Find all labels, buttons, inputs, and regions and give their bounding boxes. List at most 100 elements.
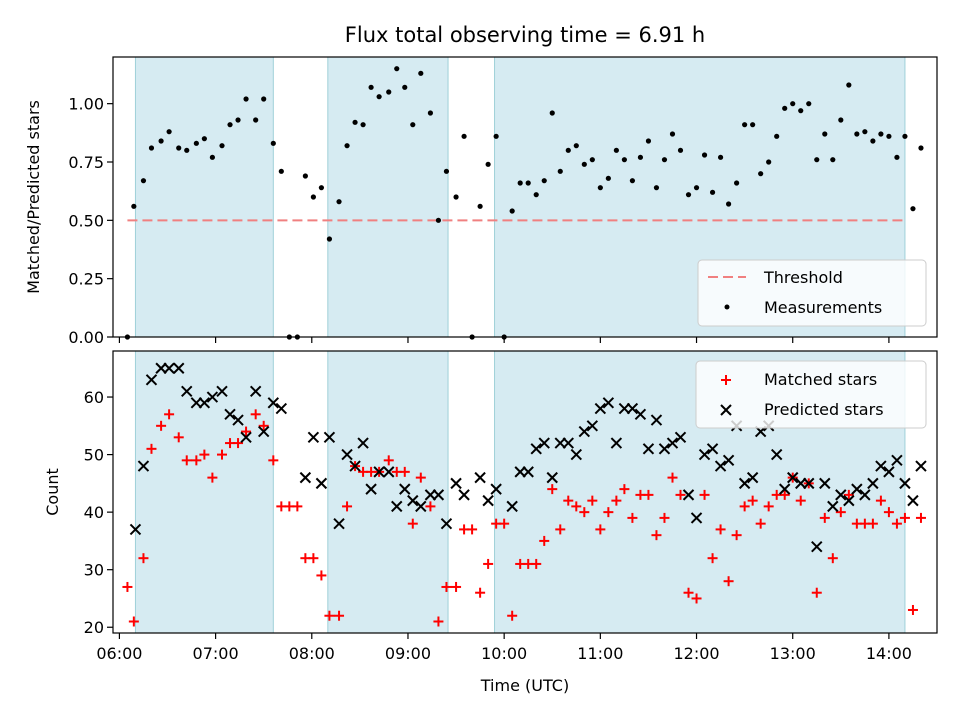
measurement-point: [509, 208, 515, 214]
measurement-point: [838, 117, 844, 123]
top-legend-box: [697, 259, 927, 327]
matched-star-point: [739, 501, 750, 512]
matched-star-point: [292, 501, 303, 512]
shaded-interval: [134, 56, 274, 338]
measurement-point: [485, 161, 491, 167]
top-panel-frame: [112, 56, 938, 338]
matched-star-point: [731, 530, 742, 541]
matched-star-point: [659, 512, 670, 523]
measurement-point: [326, 236, 333, 242]
measurement-point: [621, 157, 627, 163]
predicted-star-point: [315, 477, 328, 490]
top-legend: Threshold Measurements: [697, 259, 927, 327]
measurement-point: [427, 110, 434, 116]
predicted-star-point: [803, 477, 815, 490]
measurement-point: [766, 159, 772, 165]
measurement-point: [846, 82, 852, 88]
measurement-point: [814, 157, 820, 163]
measurement-point: [386, 89, 392, 95]
predicted-star-point: [770, 448, 783, 461]
matched-star-point: [128, 616, 139, 627]
top-y-axis-label: Matched/Predicted stars: [24, 100, 43, 294]
measurement-point: [302, 173, 308, 179]
measurement-point: [402, 84, 408, 90]
measurement-point: [854, 131, 860, 137]
measurement-point: [461, 133, 467, 139]
matched-star-point: [258, 420, 269, 431]
predicted-star-point: [538, 437, 550, 449]
measurement-point: [352, 119, 358, 125]
matched-star-point: [867, 518, 878, 529]
predicted-star-point: [778, 483, 791, 495]
y-tick-label: 20: [84, 618, 104, 637]
matched-star-point: [795, 495, 806, 506]
y-tick-label: 40: [84, 503, 104, 522]
y-tick-label: 50: [84, 446, 104, 465]
predicted-star-point: [578, 425, 591, 438]
measurement-point: [734, 180, 740, 186]
matched-star-point: [268, 455, 279, 466]
predicted-star-point: [674, 431, 687, 444]
x-tick-label: 10:00: [481, 644, 527, 663]
matched-star-point: [667, 472, 678, 483]
predicted-star-point: [224, 408, 236, 421]
measurement-point: [368, 84, 374, 90]
matched-star-point: [779, 489, 790, 500]
matched-star-point: [399, 466, 410, 477]
legend-predicted-label: Predicted stars: [764, 400, 884, 419]
predicted-star-point: [658, 443, 671, 455]
matched-star-point: [827, 553, 838, 564]
bottom-y-axis-label: Count: [43, 468, 62, 516]
predicted-star-point: [642, 443, 655, 455]
predicted-star-point: [859, 489, 871, 501]
predicted-star-point: [267, 397, 280, 409]
matched-star-point: [199, 449, 210, 460]
matched-star-point: [250, 409, 261, 420]
measurement-point: [477, 203, 483, 209]
predicted-star-point: [915, 460, 927, 472]
matched-star-point: [819, 512, 830, 523]
measurement-point: [645, 138, 652, 144]
matched-star-point: [441, 581, 452, 592]
x-tick-label: 13:00: [770, 644, 816, 663]
predicted-star-point: [738, 477, 751, 490]
predicted-star-point: [307, 431, 320, 444]
shaded-interval: [134, 350, 274, 634]
x-tick-label: 08:00: [289, 644, 335, 663]
matched-star-point: [835, 507, 846, 518]
measurement-point: [201, 136, 207, 142]
predicted-star-point: [506, 500, 518, 513]
matched-star-point: [207, 472, 218, 483]
predicted-star-point: [249, 385, 262, 397]
predicted-star-point: [546, 471, 558, 484]
matched-star-point: [475, 587, 486, 598]
measurement-point: [822, 131, 828, 137]
measurement-point: [344, 143, 350, 149]
predicted-star-point: [722, 454, 735, 467]
predicted-star-point: [835, 489, 847, 501]
predicted-star-point: [490, 483, 502, 495]
predicted-star-point: [257, 425, 270, 438]
predicted-star-point: [867, 477, 879, 490]
predicted-star-point: [232, 414, 244, 426]
matched-star-point: [563, 495, 574, 506]
predicted-star-point: [634, 408, 647, 421]
predicted-star-point: [907, 494, 919, 507]
matched-star-point: [899, 512, 910, 523]
bottom-panel-frame: [112, 350, 938, 634]
predicted-star-point: [458, 489, 470, 501]
predicted-star-point: [706, 443, 719, 455]
x-tick-label: 11:00: [577, 644, 623, 663]
measurement-point: [549, 110, 555, 116]
x-tick-label: 09:00: [385, 644, 431, 663]
y-tick-label: 0.00: [68, 328, 104, 347]
predicted-star-point: [391, 500, 403, 513]
predicted-star-point: [899, 477, 911, 490]
matched-star-point: [425, 501, 436, 512]
matched-star-point: [324, 610, 335, 621]
predicted-star-point: [690, 512, 703, 524]
matched-star-point: [595, 524, 606, 535]
matched-star-point: [891, 518, 902, 529]
measurement-point: [910, 206, 916, 212]
measurement-point: [693, 185, 700, 191]
